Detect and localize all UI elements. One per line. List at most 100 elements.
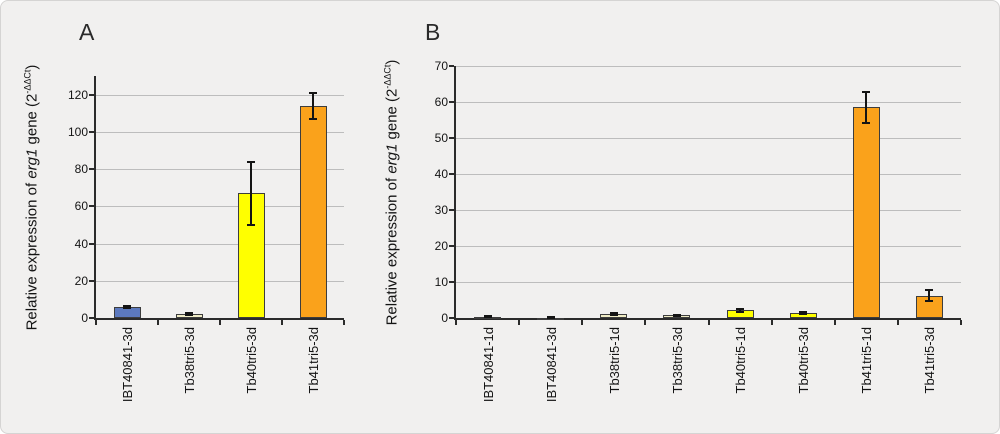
- error-bar-cap-bottom: [185, 314, 193, 317]
- y-title-superscript: -ΔΔCt: [22, 69, 33, 94]
- panel-b-y-axis-title: Relative expression of erg1 gene (2-ΔΔCt…: [375, 59, 409, 325]
- y-axis-tick: [449, 137, 454, 139]
- y-axis-tick: [449, 245, 454, 247]
- y-tick-label: 50: [434, 131, 448, 145]
- y-tick-label: 40: [434, 167, 448, 181]
- error-bar-cap-bottom: [799, 312, 808, 315]
- error-bar-cap-bottom: [925, 300, 934, 303]
- panel-b-letter: B: [425, 19, 441, 45]
- y-tick-label: 20: [434, 239, 448, 253]
- error-bar: [188, 313, 190, 316]
- error-bar-cap-bottom: [123, 306, 131, 309]
- y-axis-line: [454, 66, 456, 320]
- y-tick-label: 60: [74, 199, 88, 214]
- y-axis-tick: [89, 168, 94, 171]
- y-axis-tick: [449, 317, 454, 319]
- x-axis-tick: [896, 320, 899, 325]
- x-axis-tick: [281, 320, 283, 325]
- y-axis-tick: [89, 317, 94, 319]
- y-title-gene-italic: erg1: [383, 143, 401, 174]
- gridline: [456, 282, 961, 283]
- gridline: [456, 210, 961, 211]
- bar: [852, 107, 880, 318]
- x-axis-tick: [455, 320, 457, 325]
- y-tick-label: 30: [434, 203, 448, 217]
- x-category-label: Tb40tri5-3d: [244, 327, 259, 394]
- error-bar: [250, 161, 252, 225]
- gridline: [456, 66, 961, 67]
- error-bar-cap-bottom: [483, 316, 492, 319]
- bar: [299, 105, 327, 318]
- x-category-label: IBT40841-3d: [543, 327, 559, 403]
- x-axis-tick: [644, 320, 647, 325]
- panel-b-plot-area: 0 10 20 30 40 50 60 70 IBT40841-1d IBT40841-3d Tb3…: [435, 59, 962, 402]
- y-title-prefix: Relative expression of: [23, 178, 41, 330]
- y-tick-label: 0: [81, 311, 88, 325]
- x-category-label: Tb38tri5-1d: [606, 327, 622, 394]
- y-axis-tick: [449, 65, 454, 67]
- error-bar: [739, 309, 742, 312]
- panel-a-y-axis-title: Relative expression of erg1 gene (2-ΔΔCt…: [15, 64, 49, 330]
- panel-a-letter: A: [79, 19, 95, 45]
- x-category-label: Tb40tri5-3d: [796, 327, 812, 394]
- gridline: [96, 131, 344, 133]
- x-axis-tick: [833, 320, 836, 325]
- y-axis-tick: [449, 209, 454, 211]
- y-axis-tick: [89, 279, 94, 282]
- panel-a-plot-area: 0 20 40 60 80 100 120 IBT40841-3d Tb38tri5-3d Tb4…: [68, 76, 345, 402]
- y-title-prefix: Relative expression of: [383, 173, 401, 325]
- error-bar-cap-top: [862, 90, 871, 93]
- y-tick-label: 70: [434, 59, 448, 73]
- error-bar-cap-bottom: [862, 121, 871, 124]
- x-category-label: Tb41tri5-3d: [922, 327, 938, 394]
- x-axis-tick: [157, 320, 159, 325]
- error-bar-cap-top: [247, 160, 255, 163]
- x-axis-tick: [581, 320, 584, 325]
- x-category-label: Tb38tri5-3d: [669, 327, 685, 394]
- error-bar-cap-top: [609, 311, 618, 314]
- y-title-suffix: ): [23, 64, 41, 70]
- x-category-label: IBT40841-3d: [120, 327, 135, 403]
- y-axis-line: [94, 76, 96, 320]
- x-category-label: Tb40tri5-1d: [733, 327, 749, 394]
- x-axis-tick: [518, 320, 521, 325]
- error-bar: [612, 312, 615, 315]
- gridline: [456, 138, 961, 139]
- x-axis-tick: [770, 320, 773, 325]
- x-category-label: IBT40841-1d: [480, 327, 496, 403]
- gridline: [456, 174, 961, 175]
- error-bar-cap-bottom: [247, 223, 255, 226]
- x-category-label: Tb38tri5-3d: [182, 327, 197, 394]
- error-bar: [928, 289, 931, 302]
- y-title-superscript: -ΔΔCt: [382, 64, 393, 89]
- y-tick-label: 60: [434, 95, 448, 109]
- y-tick-label: 40: [74, 236, 88, 251]
- gridline: [456, 102, 961, 103]
- x-axis-tick: [707, 320, 710, 325]
- y-axis-tick: [449, 173, 454, 175]
- y-axis-tick: [89, 93, 94, 96]
- y-title-suffix: ): [383, 59, 401, 65]
- error-bar-cap-bottom: [546, 316, 555, 319]
- y-axis-tick: [89, 242, 94, 245]
- error-bar-cap-top: [799, 311, 808, 314]
- error-bar-cap-top: [672, 313, 681, 316]
- x-category-label: Tb41tri5-3d: [306, 327, 321, 394]
- error-bar-cap-top: [185, 312, 193, 315]
- y-tick-label: 20: [74, 273, 88, 288]
- error-bar-cap-bottom: [672, 315, 681, 318]
- error-bar: [126, 305, 128, 308]
- error-bar-cap-top: [483, 314, 492, 317]
- gridline: [96, 206, 344, 208]
- y-tick-label: 80: [74, 162, 88, 177]
- y-axis-tick: [89, 130, 94, 133]
- error-bar-cap-bottom: [609, 313, 618, 316]
- y-tick-label: 120: [67, 87, 88, 102]
- error-bar-cap-top: [736, 308, 745, 311]
- y-title-gene-italic: erg1: [23, 148, 41, 179]
- error-bar-cap-top: [123, 304, 131, 307]
- gridline: [96, 94, 344, 96]
- x-category-label: Tb41tri5-1d: [859, 327, 875, 394]
- x-axis-tick: [219, 320, 221, 325]
